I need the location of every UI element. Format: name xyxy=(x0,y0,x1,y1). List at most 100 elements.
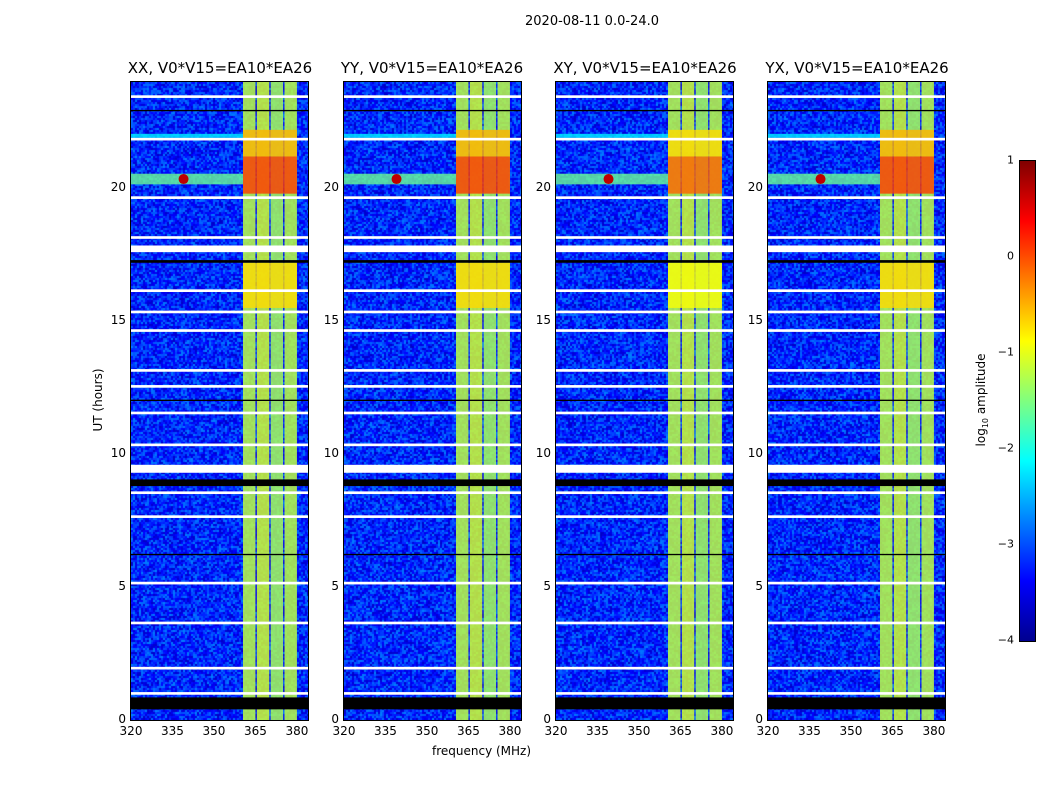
x-tick-label: 335 xyxy=(374,724,397,738)
flagged-row-white xyxy=(344,236,521,239)
colorbar-tick-label: −1 xyxy=(997,345,1014,359)
flagged-row-black xyxy=(344,399,521,401)
point-source xyxy=(178,174,189,185)
y-tick-label: 10 xyxy=(535,446,551,461)
flagged-row-black xyxy=(344,260,521,263)
flagged-row-white xyxy=(768,329,945,332)
x-tick-label: 365 xyxy=(669,724,692,738)
flagged-row-black xyxy=(131,260,308,263)
flagged-row-white xyxy=(556,411,733,415)
hot-region xyxy=(668,262,722,308)
flagged-row-white xyxy=(768,369,945,372)
x-tick-label: 365 xyxy=(244,724,267,738)
colorbar xyxy=(1019,160,1036,642)
colorbar-tick-label: −2 xyxy=(997,441,1014,455)
flagged-row-white xyxy=(131,385,308,388)
flagged-row-white xyxy=(131,464,308,473)
rfi-line xyxy=(131,133,244,138)
flagged-row-white xyxy=(768,464,945,473)
y-axis-label: UT (hours) xyxy=(91,368,105,432)
flagged-row-white xyxy=(556,236,733,239)
flagged-row-white xyxy=(131,621,308,625)
flagged-row-white xyxy=(556,515,733,518)
figure-title: 2020-08-11 0.0-24.0 xyxy=(525,14,659,29)
flagged-row-white xyxy=(344,581,521,585)
flagged-row-black xyxy=(556,109,733,112)
flagged-row-white xyxy=(768,491,945,495)
flagged-row-black xyxy=(131,697,308,710)
flagged-row-black xyxy=(768,399,945,401)
y-tick-label: 20 xyxy=(323,180,339,195)
y-tick-label: 10 xyxy=(110,446,126,461)
flagged-row-white xyxy=(344,329,521,332)
y-tick-label: 0 xyxy=(331,712,339,726)
colorbar-label-rest: amplitude xyxy=(973,353,988,418)
waterfall-panel-xy xyxy=(555,81,734,721)
y-tick-label: 15 xyxy=(747,313,763,328)
y-tick-label: 5 xyxy=(543,579,551,594)
flagged-row-white xyxy=(768,245,945,253)
flagged-row-white xyxy=(131,236,308,239)
flagged-row-black xyxy=(131,399,308,401)
flagged-row-white xyxy=(556,369,733,372)
flagged-row-white xyxy=(768,310,945,314)
flagged-row-white xyxy=(131,369,308,372)
flagged-row-white xyxy=(344,385,521,388)
flagged-row-white xyxy=(344,491,521,495)
waterfall-panel-xx xyxy=(130,81,309,721)
flagged-row-white xyxy=(556,310,733,314)
heatmap-overlay xyxy=(556,82,733,720)
flagged-row-white xyxy=(131,95,308,98)
flagged-row-white xyxy=(131,310,308,314)
flagged-row-white xyxy=(768,692,945,695)
hot-region xyxy=(668,129,722,157)
flagged-row-white xyxy=(556,137,733,141)
x-tick-label: 335 xyxy=(161,724,184,738)
flagged-row-white xyxy=(768,621,945,625)
y-tick-label: 5 xyxy=(331,579,339,594)
hot-region xyxy=(456,156,510,194)
hot-region xyxy=(880,129,934,157)
x-tick-label: 350 xyxy=(415,724,439,738)
flagged-row-white xyxy=(344,692,521,695)
heatmap-overlay xyxy=(344,82,521,720)
flagged-row-white xyxy=(768,411,945,415)
rfi-line xyxy=(344,133,457,138)
flagged-row-white xyxy=(131,515,308,518)
flagged-row-black xyxy=(556,399,733,401)
flagged-row-black xyxy=(131,479,308,487)
flagged-row-white xyxy=(768,289,945,293)
flagged-row-white xyxy=(344,196,521,199)
flagged-row-white xyxy=(131,692,308,695)
flagged-row-black xyxy=(768,260,945,263)
point-source xyxy=(815,174,826,185)
x-axis-label: frequency (MHz) xyxy=(432,744,532,758)
flagged-row-white xyxy=(131,666,308,670)
y-tick-label: 20 xyxy=(110,180,126,195)
y-tick-label: 0 xyxy=(543,712,551,726)
rfi-line xyxy=(556,133,669,138)
panel-title-xx: XX, V0*V15=EA10*EA26 xyxy=(127,59,313,77)
y-tick-label: 10 xyxy=(323,446,339,461)
flagged-row-white xyxy=(344,137,521,141)
flagged-row-white xyxy=(556,666,733,670)
colorbar-label: log10 amplitude xyxy=(974,354,990,447)
x-tick-label: 320 xyxy=(544,724,568,738)
x-tick-label: 320 xyxy=(119,724,143,738)
flagged-row-white xyxy=(131,443,308,447)
flagged-row-white xyxy=(768,236,945,239)
flagged-row-white xyxy=(131,196,308,199)
panel-title-yx: YX, V0*V15=EA10*EA26 xyxy=(765,59,949,77)
flagged-row-white xyxy=(131,245,308,253)
flagged-row-white xyxy=(344,411,521,415)
waterfall-panel-yx xyxy=(767,81,946,721)
x-tick-label: 380 xyxy=(285,724,309,738)
flagged-row-white xyxy=(131,289,308,293)
flagged-row-white xyxy=(556,464,733,473)
colorbar-tick-label: −3 xyxy=(997,537,1014,551)
y-tick-label: 20 xyxy=(535,180,551,195)
flagged-row-white xyxy=(556,385,733,388)
flagged-row-white xyxy=(768,581,945,585)
flagged-row-black xyxy=(768,697,945,710)
flagged-row-black xyxy=(131,553,308,556)
